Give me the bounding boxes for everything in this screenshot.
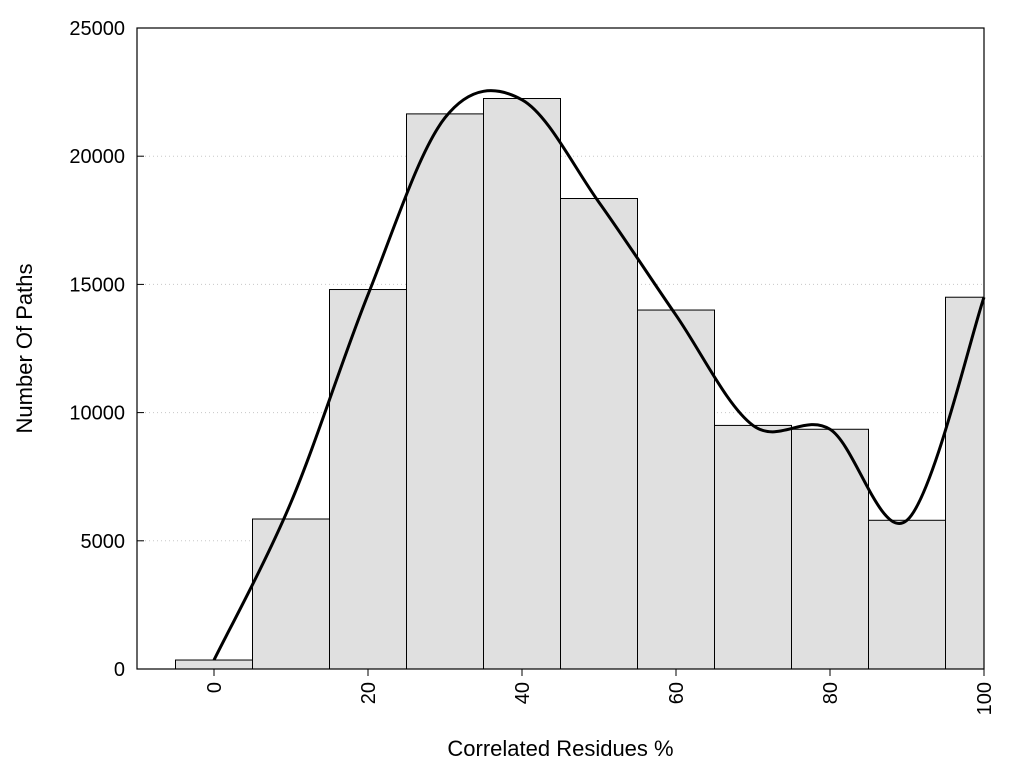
y-tick-label: 15000: [69, 274, 125, 296]
y-tick-label: 20000: [69, 146, 125, 168]
x-axis-ticks: 0 20 40 60 80 100: [204, 669, 996, 715]
x-tick-label: 20: [358, 682, 380, 704]
histogram-bar: [406, 113, 484, 670]
histogram-bar: [714, 424, 792, 670]
x-tick-label: 60: [666, 682, 688, 704]
smoothed-curve: [212, 89, 986, 661]
histogram-bar: [791, 428, 869, 670]
histogram-bar: [329, 289, 407, 670]
plot-area-frame: [136, 27, 985, 670]
bars: [175, 98, 985, 670]
histogram-bar: [945, 296, 985, 670]
histogram-bar: [483, 98, 561, 670]
histogram-bar: [560, 198, 638, 670]
histogram-bar: [637, 309, 715, 670]
fit-curve: [212, 89, 986, 661]
y-axis-label: Number Of Paths: [12, 264, 37, 434]
y-tick-label: 10000: [69, 403, 125, 425]
x-tick-label: 100: [974, 682, 996, 715]
x-tick-label: 40: [512, 682, 534, 704]
y-tick-label: 0: [114, 659, 125, 681]
x-axis-label: Correlated Residues %: [447, 736, 673, 761]
histogram-bar: [175, 659, 253, 670]
x-tick-label: 0: [204, 682, 226, 693]
histogram-bar: [868, 519, 946, 670]
histogram-bar: [252, 518, 330, 670]
y-tick-label: 25000: [69, 18, 125, 40]
y-axis-ticks: 0 5000 10000 15000 20000 25000: [69, 18, 144, 681]
y-tick-label: 5000: [81, 531, 126, 553]
x-tick-label: 80: [820, 682, 842, 704]
